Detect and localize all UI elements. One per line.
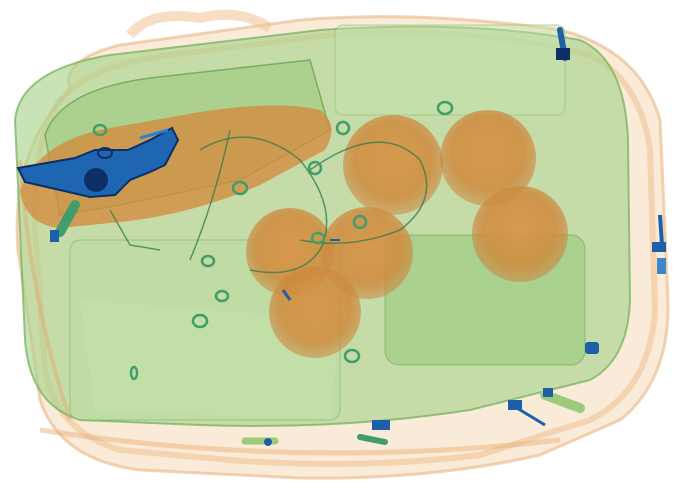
zipper-pull — [508, 400, 546, 427]
zipper-pull — [357, 420, 390, 445]
key-ring — [436, 100, 454, 116]
zipper-pull — [540, 388, 585, 413]
key-ring — [335, 120, 351, 136]
key-ring — [343, 348, 361, 364]
key-ring — [352, 214, 368, 230]
orange — [343, 115, 443, 215]
key-ring — [231, 180, 249, 196]
zipper-pulls — [50, 27, 666, 446]
orange — [321, 207, 413, 299]
orange — [472, 186, 568, 282]
cables — [109, 129, 428, 274]
orange — [269, 266, 361, 358]
revolver — [16, 126, 180, 199]
key-ring — [214, 289, 230, 303]
key-ring — [307, 160, 323, 176]
rings — [92, 100, 454, 381]
pin — [281, 289, 292, 301]
orange — [440, 110, 536, 206]
key-ring — [200, 254, 216, 268]
key-ring — [191, 313, 209, 329]
key-ring — [310, 231, 326, 245]
zipper-pull — [585, 342, 599, 354]
zipper-pull — [241, 437, 279, 446]
key-ring — [129, 365, 139, 381]
zipper-pull — [652, 214, 666, 274]
zipper-pull — [556, 27, 570, 61]
oranges — [246, 110, 568, 358]
key-ring — [92, 123, 108, 137]
zipper-pull — [50, 200, 80, 242]
